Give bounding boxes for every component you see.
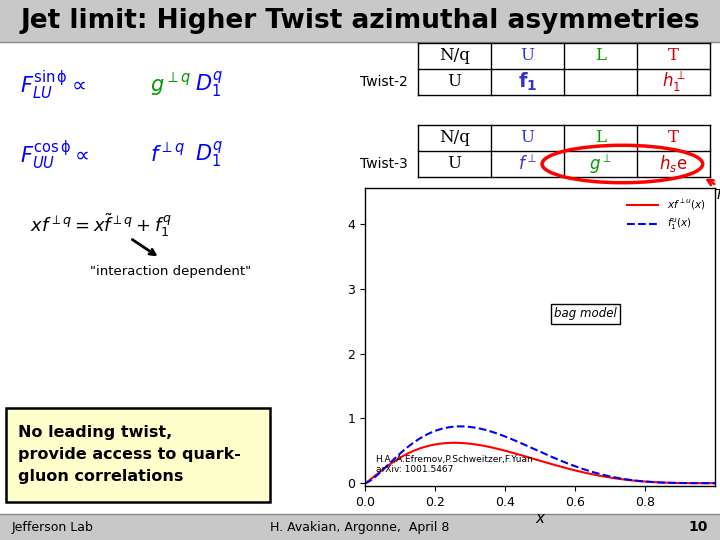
Text: 10: 10 [688,520,708,534]
Text: U: U [521,48,534,64]
Text: $g^{\perp}$: $g^{\perp}$ [589,152,612,176]
Text: $D_1^q$: $D_1^q$ [195,70,223,100]
Text: provide access to quark-: provide access to quark- [18,447,241,462]
Text: H. Avakian, Argonne,  April 8: H. Avakian, Argonne, April 8 [270,521,450,534]
Text: L: L [595,130,606,146]
Bar [0,0,720,42]
Text: Twist-2: Twist-2 [360,75,408,89]
X-axis label: x: x [536,510,544,525]
Text: N/q: N/q [439,130,470,146]
Text: $D_1^q$: $D_1^q$ [195,140,223,170]
Text: Jefferson Lab: Jefferson Lab [12,521,94,534]
Text: U: U [521,130,534,146]
FancyBboxPatch shape [6,408,270,502]
Text: $f^{\perp q}$: $f^{\perp q}$ [150,144,186,166]
Text: N/q: N/q [439,48,470,64]
Text: T: T [668,48,679,64]
Text: $xf^{\perp q} = x\tilde{f}^{\perp q} + f_1^q$: $xf^{\perp q} = x\tilde{f}^{\perp q} + f… [30,211,172,239]
Text: No leading twist,: No leading twist, [18,424,172,440]
Legend: $xf^{\perp u}(x)$, $f_1^u(x)$: $xf^{\perp u}(x)$, $f_1^u(x)$ [623,194,710,237]
Text: Twist-3: Twist-3 [360,157,408,171]
Text: $g^{\perp q}$: $g^{\perp q}$ [150,72,191,98]
Text: $F_{UU}^{\rm cos\,\phi} \propto$: $F_{UU}^{\rm cos\,\phi} \propto$ [20,138,89,172]
Text: U: U [448,156,462,172]
Text: T: T [668,130,679,146]
Text: "interaction dependent": "interaction dependent" [90,266,251,279]
Text: gluon correlations: gluon correlations [18,469,184,483]
Text: $F_{LU}^{\rm sin\,\phi} \propto$: $F_{LU}^{\rm sin\,\phi} \propto$ [20,68,86,102]
Text: L: L [595,48,606,64]
Text: T-odd: T-odd [708,180,720,202]
Text: $h_s{\rm e}$: $h_s{\rm e}$ [660,153,688,174]
Bar [0,514,720,540]
Text: Jet limit: Higher Twist azimuthal asymmetries: Jet limit: Higher Twist azimuthal asymme… [20,8,700,34]
Text: $f^{\perp}$: $f^{\perp}$ [518,154,537,174]
Text: bag model: bag model [554,307,617,320]
Text: H.A.,A.Efremov,P.Schweitzer,F.Yuan
arXiv: 1001.5467: H.A.,A.Efremov,P.Schweitzer,F.Yuan arXiv… [376,455,534,475]
Text: $\mathbf{f_1}$: $\mathbf{f_1}$ [518,71,537,93]
Text: $h_1^{\perp}$: $h_1^{\perp}$ [662,70,685,94]
Text: U: U [448,73,462,91]
